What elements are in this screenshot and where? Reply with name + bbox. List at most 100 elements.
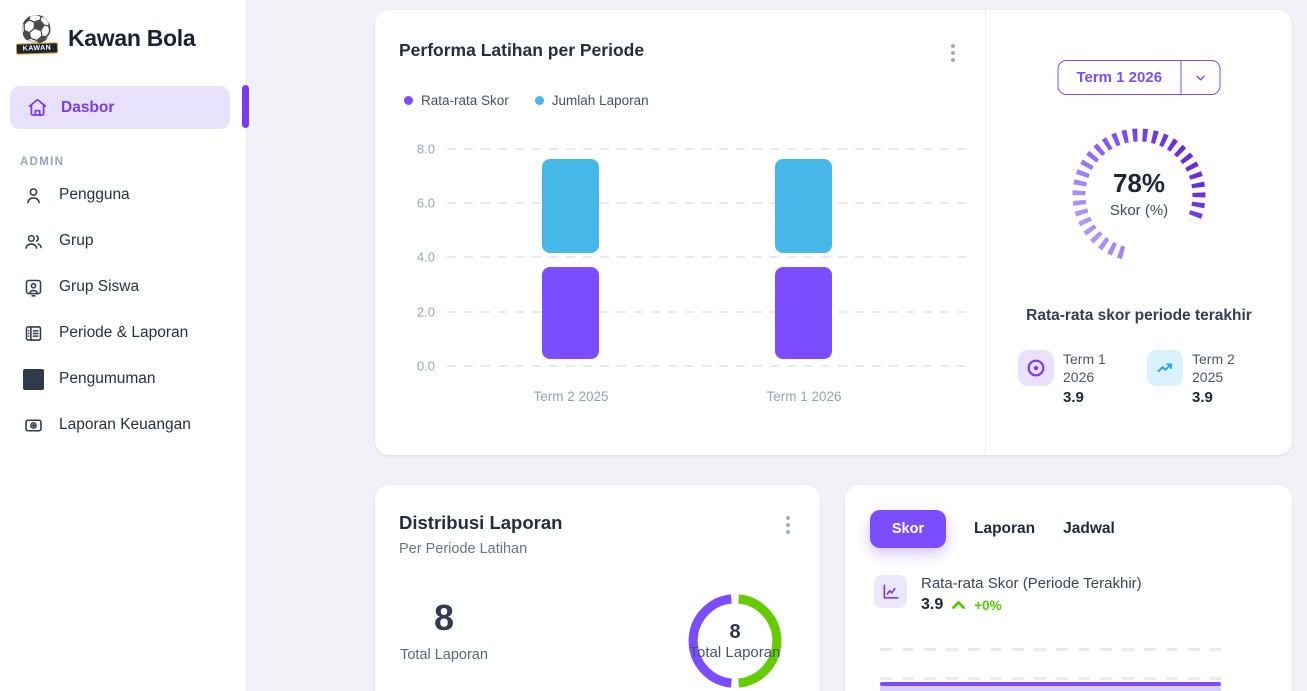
legend-label: Jumlah Laporan [551, 93, 649, 108]
line-chart-icon [874, 575, 907, 608]
distribution-subtitle: Per Periode Latihan [399, 541, 528, 557]
user-icon [27, 187, 40, 203]
cash-icon [25, 418, 42, 432]
sidebar-item-pengumuman[interactable]: Pengumuman [0, 356, 246, 402]
x-tick: Term 1 2026 [766, 389, 842, 404]
area-chart-fill [880, 685, 1221, 691]
stat-term-1-2026: Term 1 2026 3.9 [1018, 350, 1147, 408]
chart-title: Performa Latihan per Periode [399, 40, 645, 60]
distribution-card: Distribusi Laporan Per Periode Latihan 8… [375, 485, 820, 691]
gauge-label: Skor (%) [1109, 201, 1169, 219]
user-square-icon [25, 279, 42, 297]
avg-score-stat: Rata-rata Skor (Periode Terakhir) 3.9 +0… [874, 575, 1292, 614]
gridline [447, 365, 967, 367]
chevron-up-icon [952, 601, 966, 609]
stat-value: 3.9 [1063, 389, 1084, 407]
sidebar-item-label: Pengumuman [59, 370, 156, 387]
x-tick: Term 2 2025 [533, 389, 609, 404]
gauge-value: 78% [1112, 167, 1166, 198]
avg-score-section-title: Rata-rata skor periode terakhir [1026, 307, 1252, 324]
stat-term-2-2025: Term 2 2025 3.9 [1147, 350, 1276, 408]
kawan-bola-logo-icon: ⚽ KAWAN [15, 14, 59, 60]
sidebar-item-grup[interactable]: Grup [0, 218, 246, 264]
y-tick: 6.0 [416, 195, 435, 211]
tab-jadwal[interactable]: Jadwal [1063, 520, 1115, 537]
main-area: Performa Latihan per Periode Rata-rata S… [247, 0, 1307, 691]
tab-skor[interactable]: Skor [870, 510, 946, 548]
distribution-title: Distribusi Laporan [399, 512, 563, 533]
detail-card: Skor Laporan Jadwal Rata-rata Skor (Peri… [845, 485, 1292, 691]
avg-score-stats: Term 1 2026 3.9 Term 2 [1018, 350, 1276, 408]
stat-period-line1: Term 1 [1063, 351, 1106, 367]
detail-tabs: Skor Laporan Jadwal [845, 485, 1292, 548]
kebab-menu-icon[interactable] [947, 40, 959, 66]
legend-label: Rata-rata Skor [421, 93, 509, 108]
kebab-menu-icon[interactable] [782, 512, 794, 538]
chart-legend: Rata-rata Skor Jumlah Laporan [375, 66, 985, 108]
score-gauge: 78% Skor (%) [1059, 115, 1219, 275]
sidebar-item-dasbor[interactable]: Dasbor [10, 86, 230, 129]
score-trend-area-chart [880, 485, 1221, 691]
avg-score-stat-delta: +0% [974, 597, 1002, 613]
area-chart-line [880, 682, 1221, 686]
sidebar-item-label: Grup [59, 232, 94, 249]
chevron-down-icon [1182, 71, 1220, 85]
y-tick: 8.0 [416, 141, 435, 157]
total-laporan-label: Total Laporan [400, 647, 488, 663]
y-tick: 2.0 [416, 304, 435, 320]
bar-group-term-2-2025[interactable] [542, 149, 599, 366]
home-icon [28, 98, 47, 116]
sidebar-item-label: Periode & Laporan [59, 324, 189, 341]
sidebar-item-grup-siswa[interactable]: Grup Siswa [0, 264, 246, 310]
bar-plot: Term 2 2025 Term 1 2026 [447, 149, 967, 404]
trending-up-icon [1147, 350, 1183, 386]
performance-chart-section: Performa Latihan per Periode Rata-rata S… [375, 10, 985, 455]
sidebar-item-label: Dasbor [61, 98, 115, 116]
stat-period-line1: Term 2 [1192, 351, 1235, 367]
period-select-value: Term 1 2026 [1076, 69, 1163, 86]
gauge-ticks [1072, 128, 1206, 260]
brand: ⚽ KAWAN Kawan Bola [0, 0, 246, 72]
sidebar-item-periode-laporan[interactable]: Periode & Laporan [0, 310, 246, 356]
soccer-ball-icon [1018, 350, 1054, 386]
donut-center-value: 8 [729, 621, 741, 643]
y-tick: 4.0 [416, 249, 435, 265]
gridline [880, 677, 1221, 680]
soccer-ball-logo-icon: ⚽ [20, 14, 53, 44]
table-list-icon [25, 325, 42, 341]
brand-title: Kawan Bola [68, 24, 196, 51]
donut-center-label: Total Laporan [689, 644, 781, 661]
performance-card: Performa Latihan per Periode Rata-rata S… [375, 10, 1292, 455]
gridline [447, 148, 967, 150]
legend-item: Rata-rata Skor [404, 93, 509, 108]
stat-period-line2: 2026 [1063, 369, 1095, 386]
sidebar-section-admin: ADMIN [20, 156, 65, 168]
sidebar-item-label: Pengguna [59, 186, 130, 203]
donut-rings [688, 594, 782, 688]
total-laporan-value: 8 [433, 597, 455, 638]
y-tick: 0.0 [416, 358, 435, 374]
bar-chart: 8.0 6.0 4.0 2.0 0.0 Term 2 2025 Term 1 2… [399, 135, 967, 404]
avg-score-stat-value: 3.9 [921, 596, 944, 613]
legend-dot-purple [404, 96, 413, 105]
active-nav-indicator [242, 85, 249, 128]
total-laporan-stat: 8 Total Laporan [399, 597, 489, 663]
donut-chart: 8 Total Laporan [687, 593, 783, 689]
sidebar: ⚽ KAWAN Kawan Bola Dasbor ADMIN Pengguna… [0, 0, 249, 691]
sidebar-item-laporan-keuangan[interactable]: Laporan Keuangan [0, 402, 246, 448]
bar-group-term-1-2026[interactable] [775, 149, 832, 366]
stat-period-line2: 2025 [1192, 369, 1224, 386]
score-panel: Term 1 2026 [985, 10, 1292, 455]
stat-value: 3.9 [1192, 389, 1213, 407]
period-select-dropdown[interactable]: Term 1 2026 [1057, 60, 1221, 95]
sidebar-item-label: Grup Siswa [59, 278, 140, 295]
gridline [880, 648, 1221, 651]
sidebar-item-pengguna[interactable]: Pengguna [0, 172, 246, 218]
gridline [447, 256, 967, 258]
gridline [447, 311, 967, 313]
avg-score-stat-title: Rata-rata Skor (Periode Terakhir) [921, 575, 1142, 592]
tab-laporan[interactable]: Laporan [974, 520, 1036, 537]
sidebar-item-label: Laporan Keuangan [59, 416, 191, 433]
legend-item: Jumlah Laporan [534, 93, 649, 108]
gridline [447, 202, 967, 204]
